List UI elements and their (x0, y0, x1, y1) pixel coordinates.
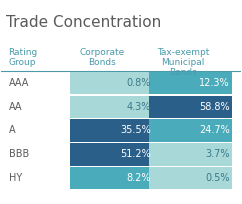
Text: Tax-exempt
Municipal
Bonds: Tax-exempt Municipal Bonds (157, 48, 209, 78)
Text: 58.8%: 58.8% (199, 102, 230, 112)
Text: Trade Concentration: Trade Concentration (6, 16, 161, 30)
Text: AAA: AAA (8, 78, 29, 88)
Bar (149, 167, 232, 189)
Text: 35.5%: 35.5% (120, 125, 151, 135)
Text: 0.5%: 0.5% (205, 173, 230, 183)
Text: 0.8%: 0.8% (127, 78, 151, 88)
Bar (69, 95, 153, 118)
Text: 3.7%: 3.7% (205, 149, 230, 159)
Text: AA: AA (8, 102, 22, 112)
Text: 51.2%: 51.2% (120, 149, 151, 159)
Bar (149, 72, 232, 94)
Text: 12.3%: 12.3% (199, 78, 230, 88)
Text: 4.3%: 4.3% (127, 102, 151, 112)
Bar (69, 119, 153, 142)
Text: BBB: BBB (8, 149, 29, 159)
Bar (149, 95, 232, 118)
Bar (69, 143, 153, 166)
Text: Rating
Group: Rating Group (8, 48, 38, 67)
Text: 8.2%: 8.2% (126, 173, 151, 183)
Bar (149, 119, 232, 142)
Text: 24.7%: 24.7% (199, 125, 230, 135)
Bar (149, 143, 232, 166)
Text: HY: HY (8, 173, 22, 183)
Text: A: A (8, 125, 15, 135)
Bar (69, 167, 153, 189)
Text: Corporate
Bonds: Corporate Bonds (79, 48, 124, 67)
Bar (69, 72, 153, 94)
